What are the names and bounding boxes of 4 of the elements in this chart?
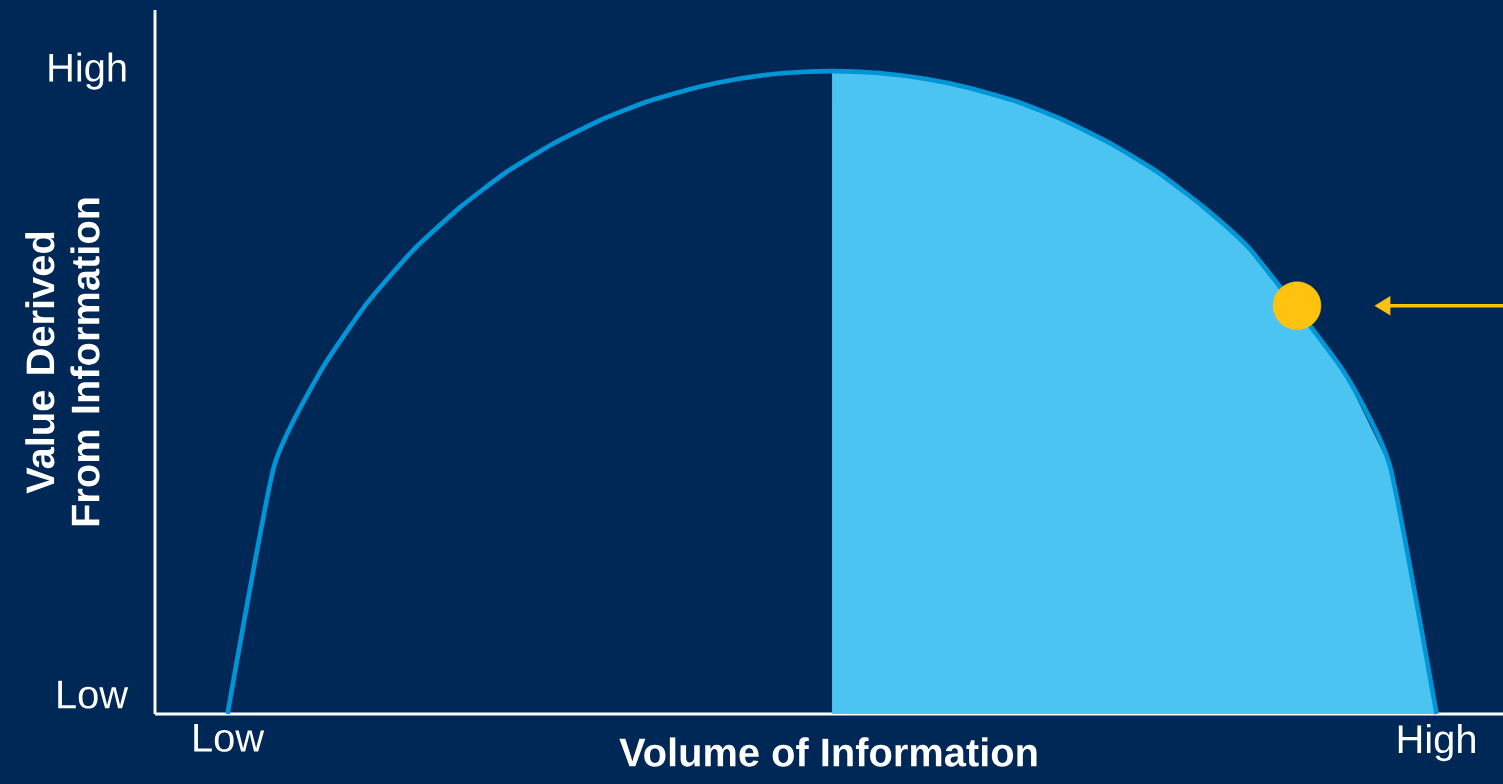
y-axis-title: Value Derived From Information [25, 198, 100, 526]
x-axis-title: Volume of Information [619, 737, 1037, 767]
text: Low [58, 680, 129, 709]
text: High [49, 52, 126, 90]
